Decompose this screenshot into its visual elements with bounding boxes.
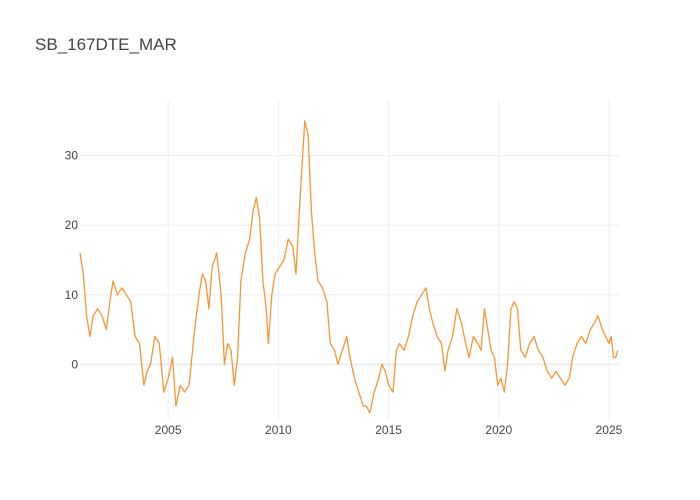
series-line — [79, 120, 619, 414]
x-tick-label: 2020 — [485, 423, 512, 437]
y-tick-label: 20 — [65, 218, 79, 232]
axis-ticks: 2005 2010 2015 2020 2025 0 10 20 30 — [65, 149, 623, 437]
y-tick-label: 10 — [65, 288, 79, 302]
grid — [80, 100, 620, 420]
y-tick-label: 0 — [71, 357, 78, 371]
chart-title: SB_167DTE_MAR — [35, 35, 177, 54]
x-tick-label: 2005 — [155, 423, 182, 437]
x-tick-label: 2015 — [375, 423, 402, 437]
x-tick-label: 2010 — [265, 423, 292, 437]
x-tick-label: 2025 — [596, 423, 623, 437]
plot-area — [79, 120, 619, 414]
y-tick-label: 30 — [65, 149, 79, 163]
